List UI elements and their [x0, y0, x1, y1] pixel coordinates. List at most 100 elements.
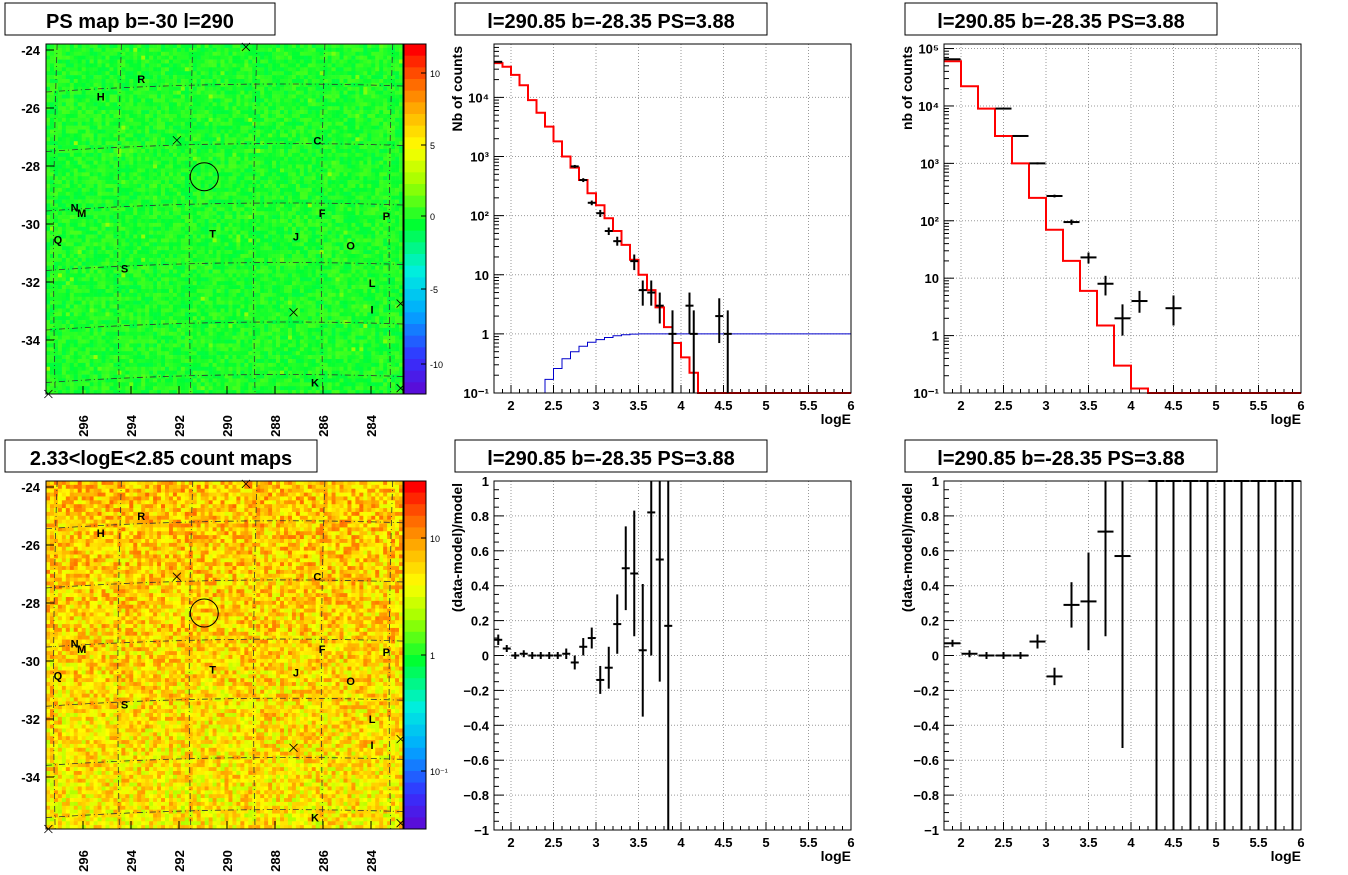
- heatmap-cell: [85, 145, 90, 150]
- heatmap-cell: [85, 203, 90, 208]
- heatmap-cell: [129, 281, 134, 286]
- heatmap-cell: [153, 215, 158, 220]
- heatmap-cell: [224, 98, 229, 103]
- heatmap-cell: [248, 335, 253, 340]
- heatmap-cell: [101, 149, 106, 154]
- heatmap-cell: [180, 335, 186, 340]
- heatmap-cell: [228, 187, 233, 193]
- heatmap-cell: [69, 316, 75, 321]
- heatmap-cell: [161, 386, 166, 391]
- heatmap-cell: [232, 67, 237, 72]
- heatmap-cell: [69, 47, 75, 53]
- heatmap-cell: [200, 133, 205, 138]
- heatmap-cell: [65, 320, 71, 325]
- heatmap-cell: [145, 327, 150, 333]
- heatmap-cell: [97, 184, 102, 189]
- heatmap-cell: [244, 366, 249, 371]
- heatmap-cell: [101, 71, 106, 76]
- heatmap-cell: [105, 265, 110, 270]
- heatmap-cell: [81, 82, 86, 88]
- heatmap-cell: [200, 362, 205, 368]
- heatmap-cell: [228, 106, 233, 111]
- heatmap-cell: [97, 211, 102, 216]
- heatmap-cell: [61, 230, 67, 235]
- heatmap-cell: [248, 106, 253, 111]
- heatmap-cell: [168, 145, 174, 150]
- heatmap-cell: [133, 254, 138, 259]
- heatmap-cell: [220, 184, 225, 189]
- heatmap-cell: [133, 180, 138, 185]
- heatmap-cell: [196, 382, 201, 387]
- heatmap-cell: [264, 75, 269, 80]
- heatmap-cell: [141, 215, 146, 220]
- heatmap-cell: [57, 230, 63, 235]
- heatmap-cell: [264, 203, 269, 208]
- heatmap-cell: [200, 320, 205, 325]
- heatmap-cell: [260, 292, 265, 298]
- heatmap-cell: [256, 382, 261, 387]
- heatmap-cell: [117, 362, 122, 368]
- heatmap-cell: [196, 331, 201, 336]
- heatmap-cell: [129, 316, 134, 321]
- heatmap-cell: [236, 390, 241, 395]
- heatmap-cell: [81, 63, 86, 68]
- heatmap-cell: [157, 343, 162, 348]
- heatmap-cell: [260, 219, 265, 224]
- heatmap-cell: [184, 219, 190, 224]
- heatmap-cell: [260, 230, 265, 235]
- heatmap-cell: [85, 390, 90, 395]
- heatmap-cell: [240, 102, 245, 107]
- heatmap-cell: [69, 129, 75, 134]
- heatmap-cell: [157, 86, 162, 91]
- heatmap-cell: [161, 75, 166, 80]
- heatmap-cell: [168, 281, 174, 286]
- heatmap-cell: [176, 180, 182, 185]
- heatmap-cell: [121, 304, 126, 309]
- heatmap-cell: [129, 207, 134, 212]
- heatmap-cell: [65, 300, 71, 305]
- heatmap-cell: [129, 351, 134, 356]
- heatmap-cell: [196, 51, 201, 56]
- heatmap-cell: [236, 90, 241, 95]
- heatmap-cell: [105, 312, 110, 317]
- heatmap-cell: [188, 71, 194, 76]
- heatmap-cell: [61, 125, 67, 130]
- heatmap-cell: [260, 382, 265, 387]
- heatmap-cell: [46, 382, 51, 387]
- heatmap-cell: [81, 145, 86, 150]
- heatmap-cell: [188, 366, 194, 371]
- heatmap-cell: [180, 137, 186, 142]
- heatmap-cell: [97, 359, 102, 364]
- heatmap-cell: [240, 292, 245, 298]
- heatmap-cell: [224, 149, 229, 154]
- heatmap-cell: [57, 347, 63, 352]
- heatmap-cell: [73, 180, 79, 185]
- heatmap-cell: [149, 269, 154, 274]
- heatmap-cell: [93, 149, 98, 154]
- heatmap-cell: [93, 292, 98, 298]
- heatmap-cell: [117, 292, 122, 298]
- heatmap-cell: [85, 355, 90, 360]
- heatmap-cell: [224, 246, 229, 251]
- heatmap-cell: [252, 79, 257, 84]
- heatmap-cell: [77, 351, 82, 356]
- heatmap-cell: [236, 362, 241, 368]
- heatmap-cell: [161, 152, 166, 158]
- heatmap-cell: [145, 238, 150, 243]
- heatmap-cell: [172, 316, 178, 321]
- heatmap-cell: [129, 285, 134, 290]
- heatmap-cell: [220, 327, 225, 333]
- heatmap-cell: [49, 98, 55, 103]
- heatmap-cell: [157, 289, 162, 294]
- heatmap-cell: [113, 47, 118, 53]
- heatmap-cell: [109, 195, 114, 200]
- heatmap-cell: [61, 246, 67, 251]
- heatmap-cell: [85, 219, 90, 224]
- heatmap-cell: [149, 71, 154, 76]
- heatmap-cell: [97, 47, 102, 53]
- heatmap-cell: [157, 195, 162, 200]
- heatmap-cell: [212, 374, 217, 379]
- heatmap-cell: [165, 133, 170, 138]
- heatmap-cell: [89, 199, 94, 204]
